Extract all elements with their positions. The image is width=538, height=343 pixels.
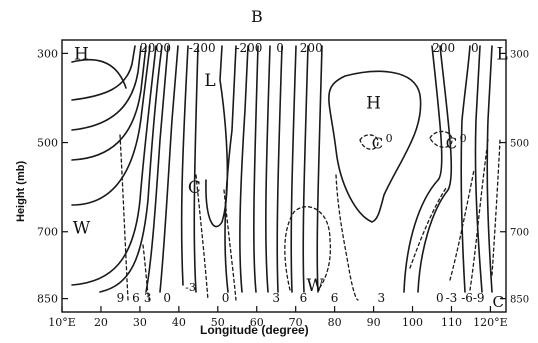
contour-region-label: C [188, 178, 201, 198]
y-tick-label-right: 300 [510, 49, 529, 60]
x-tick-label: 100 [402, 316, 423, 329]
contour-line-dashed [469, 139, 489, 291]
axes [61, 39, 507, 313]
contour-line-solid [328, 70, 422, 223]
contour-value-bottom: -3 [446, 291, 458, 305]
x-tick-label: 90 [367, 316, 381, 329]
contour-line-dashed [429, 130, 453, 148]
contour-line-solid [486, 45, 493, 293]
contour-line-solid [180, 45, 189, 286]
y-tick-label-left: 500 [37, 137, 58, 150]
contour-line-solid [253, 45, 259, 293]
contour-line-dashed [491, 139, 501, 276]
contour-line-solid [417, 45, 453, 293]
contour-line-solid [316, 45, 323, 293]
x-tick-label: 60 [250, 316, 264, 329]
x-axis-label: Longitude (degree) [200, 323, 309, 337]
contour-line-dashed [409, 187, 447, 269]
contour-line-solid [99, 45, 163, 293]
contour-region-label: H [74, 44, 89, 64]
x-tick-label: 40 [172, 316, 186, 329]
contour-value-bottom: 0 [222, 291, 230, 305]
contour-line-solid [159, 45, 179, 293]
contour-value-bottom: 6 [300, 291, 308, 305]
contour-value-bottom: -6 [461, 291, 473, 305]
contour-value-top: -200 [189, 41, 216, 55]
contour-line-dashed [359, 134, 379, 150]
y-tick-label-right: 500 [510, 139, 529, 150]
contour-line-dashed [284, 206, 332, 291]
plot-frame [61, 39, 507, 313]
y-tick-label-left: 850 [37, 293, 58, 306]
contour-line-solid [71, 45, 157, 286]
contour-line-dashed [119, 134, 129, 301]
contour-value-top: 200 [300, 41, 323, 55]
contour-line-solid [460, 45, 471, 293]
x-tick-label: 70 [289, 316, 303, 329]
contour-line-solid [290, 45, 297, 293]
x-tick-label: 50 [211, 316, 225, 329]
contour-line-dashed [335, 174, 359, 301]
y-axis-label: Height (mb) [15, 161, 27, 222]
contour-line-solid [71, 45, 142, 131]
contour-line-solid [474, 45, 483, 293]
panel-label: B [251, 7, 263, 26]
y-tick-label-left: 300 [37, 47, 58, 60]
y-tick-label-right: 850 [510, 295, 529, 306]
contour-value-bottom: 9 [117, 291, 125, 305]
contour-region-label: C [492, 293, 503, 311]
contour-line-solid [276, 45, 283, 293]
contour-line-dashed [223, 189, 237, 301]
contour-region-label: C [372, 135, 383, 153]
contour-line-solid [302, 45, 309, 293]
contour-value-top: 0 [276, 41, 284, 55]
contour-line-solid [265, 45, 271, 293]
contour-line-solid [71, 45, 147, 161]
contour-region-label: W [306, 276, 324, 296]
contour-value-bottom: 0 [163, 291, 171, 305]
contour-line-solid [239, 45, 249, 293]
contour-value-bottom: 6 [331, 291, 339, 305]
contour-region-label: H [366, 93, 381, 113]
contour-line-solid [193, 45, 199, 293]
contour-value-bottom: 3 [378, 291, 386, 305]
dashed-contours [119, 130, 501, 301]
x-tick-label: 120°E [473, 316, 508, 329]
contour-value-top: 200 [140, 41, 163, 55]
contour-region-label: 0 [460, 132, 467, 145]
x-tick-label: 30 [133, 316, 147, 329]
x-tick-label: 20 [94, 316, 108, 329]
contour-value-bottom: 0 [436, 291, 444, 305]
contour-value-top: 0 [163, 41, 171, 55]
y-tick-label-left: 700 [37, 226, 58, 239]
contour-region-label: C [446, 135, 457, 153]
contour-region-label: 0 [386, 132, 393, 145]
contour-region-label: L [496, 44, 507, 64]
contour-line-solid [71, 45, 136, 101]
contour-line-dashed [195, 174, 209, 301]
contour-region-label: W [73, 218, 91, 238]
contour-line-dashed [142, 244, 150, 301]
contour-value-bottom: 3 [272, 291, 280, 305]
contour-line-solid [71, 45, 151, 206]
solid-contours [71, 45, 493, 293]
contour-line-solid [145, 45, 169, 293]
x-tick-label: 80 [328, 316, 342, 329]
contour-value-top: 0 [471, 41, 479, 55]
contour-value-top: -200 [235, 41, 262, 55]
contour-value-bottom: 3 [144, 291, 152, 305]
contour-line-solid [403, 45, 443, 293]
contour-value-bottom: 6 [132, 291, 140, 305]
y-tick-label-right: 700 [510, 228, 529, 239]
contour-value-top: 200 [432, 41, 455, 55]
x-tick-label: 10°E [48, 316, 76, 329]
contour-region-label: -3 [185, 281, 196, 294]
contour-region-label: L [204, 71, 215, 91]
x-tick-label: 110 [441, 316, 462, 329]
contour-value-bottom: -9 [473, 291, 485, 305]
